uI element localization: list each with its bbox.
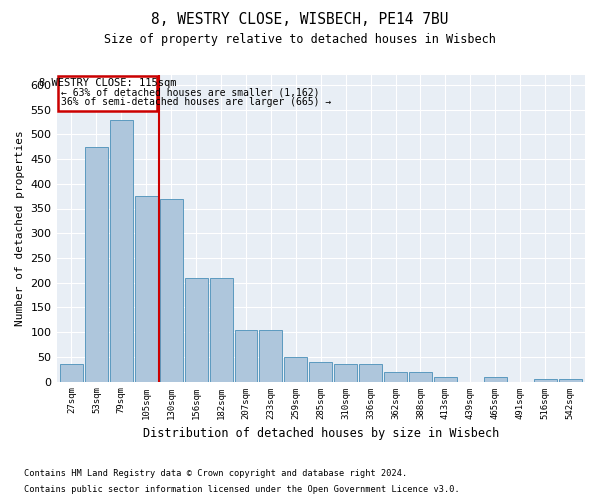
Bar <box>284 357 307 382</box>
Bar <box>533 379 557 382</box>
Text: Contains public sector information licensed under the Open Government Licence v3: Contains public sector information licen… <box>24 485 460 494</box>
Bar <box>60 364 83 382</box>
FancyBboxPatch shape <box>58 76 157 111</box>
Bar <box>559 379 581 382</box>
Bar <box>135 196 158 382</box>
Bar <box>185 278 208 382</box>
Bar <box>110 120 133 382</box>
Text: ← 63% of detached houses are smaller (1,162): ← 63% of detached houses are smaller (1,… <box>61 88 319 98</box>
Bar <box>235 330 257 382</box>
Bar <box>259 330 283 382</box>
Text: 36% of semi-detached houses are larger (665) →: 36% of semi-detached houses are larger (… <box>61 97 331 107</box>
Y-axis label: Number of detached properties: Number of detached properties <box>15 130 25 326</box>
Bar <box>359 364 382 382</box>
Bar <box>310 362 332 382</box>
Bar <box>384 372 407 382</box>
Bar <box>85 146 108 382</box>
Text: Contains HM Land Registry data © Crown copyright and database right 2024.: Contains HM Land Registry data © Crown c… <box>24 468 407 477</box>
Bar <box>434 376 457 382</box>
Text: 8 WESTRY CLOSE: 115sqm: 8 WESTRY CLOSE: 115sqm <box>38 78 176 88</box>
Text: Size of property relative to detached houses in Wisbech: Size of property relative to detached ho… <box>104 32 496 46</box>
Bar <box>484 376 507 382</box>
X-axis label: Distribution of detached houses by size in Wisbech: Distribution of detached houses by size … <box>143 427 499 440</box>
Bar <box>209 278 233 382</box>
Text: 8, WESTRY CLOSE, WISBECH, PE14 7BU: 8, WESTRY CLOSE, WISBECH, PE14 7BU <box>151 12 449 28</box>
Bar <box>334 364 357 382</box>
Bar <box>409 372 432 382</box>
Bar <box>160 198 182 382</box>
